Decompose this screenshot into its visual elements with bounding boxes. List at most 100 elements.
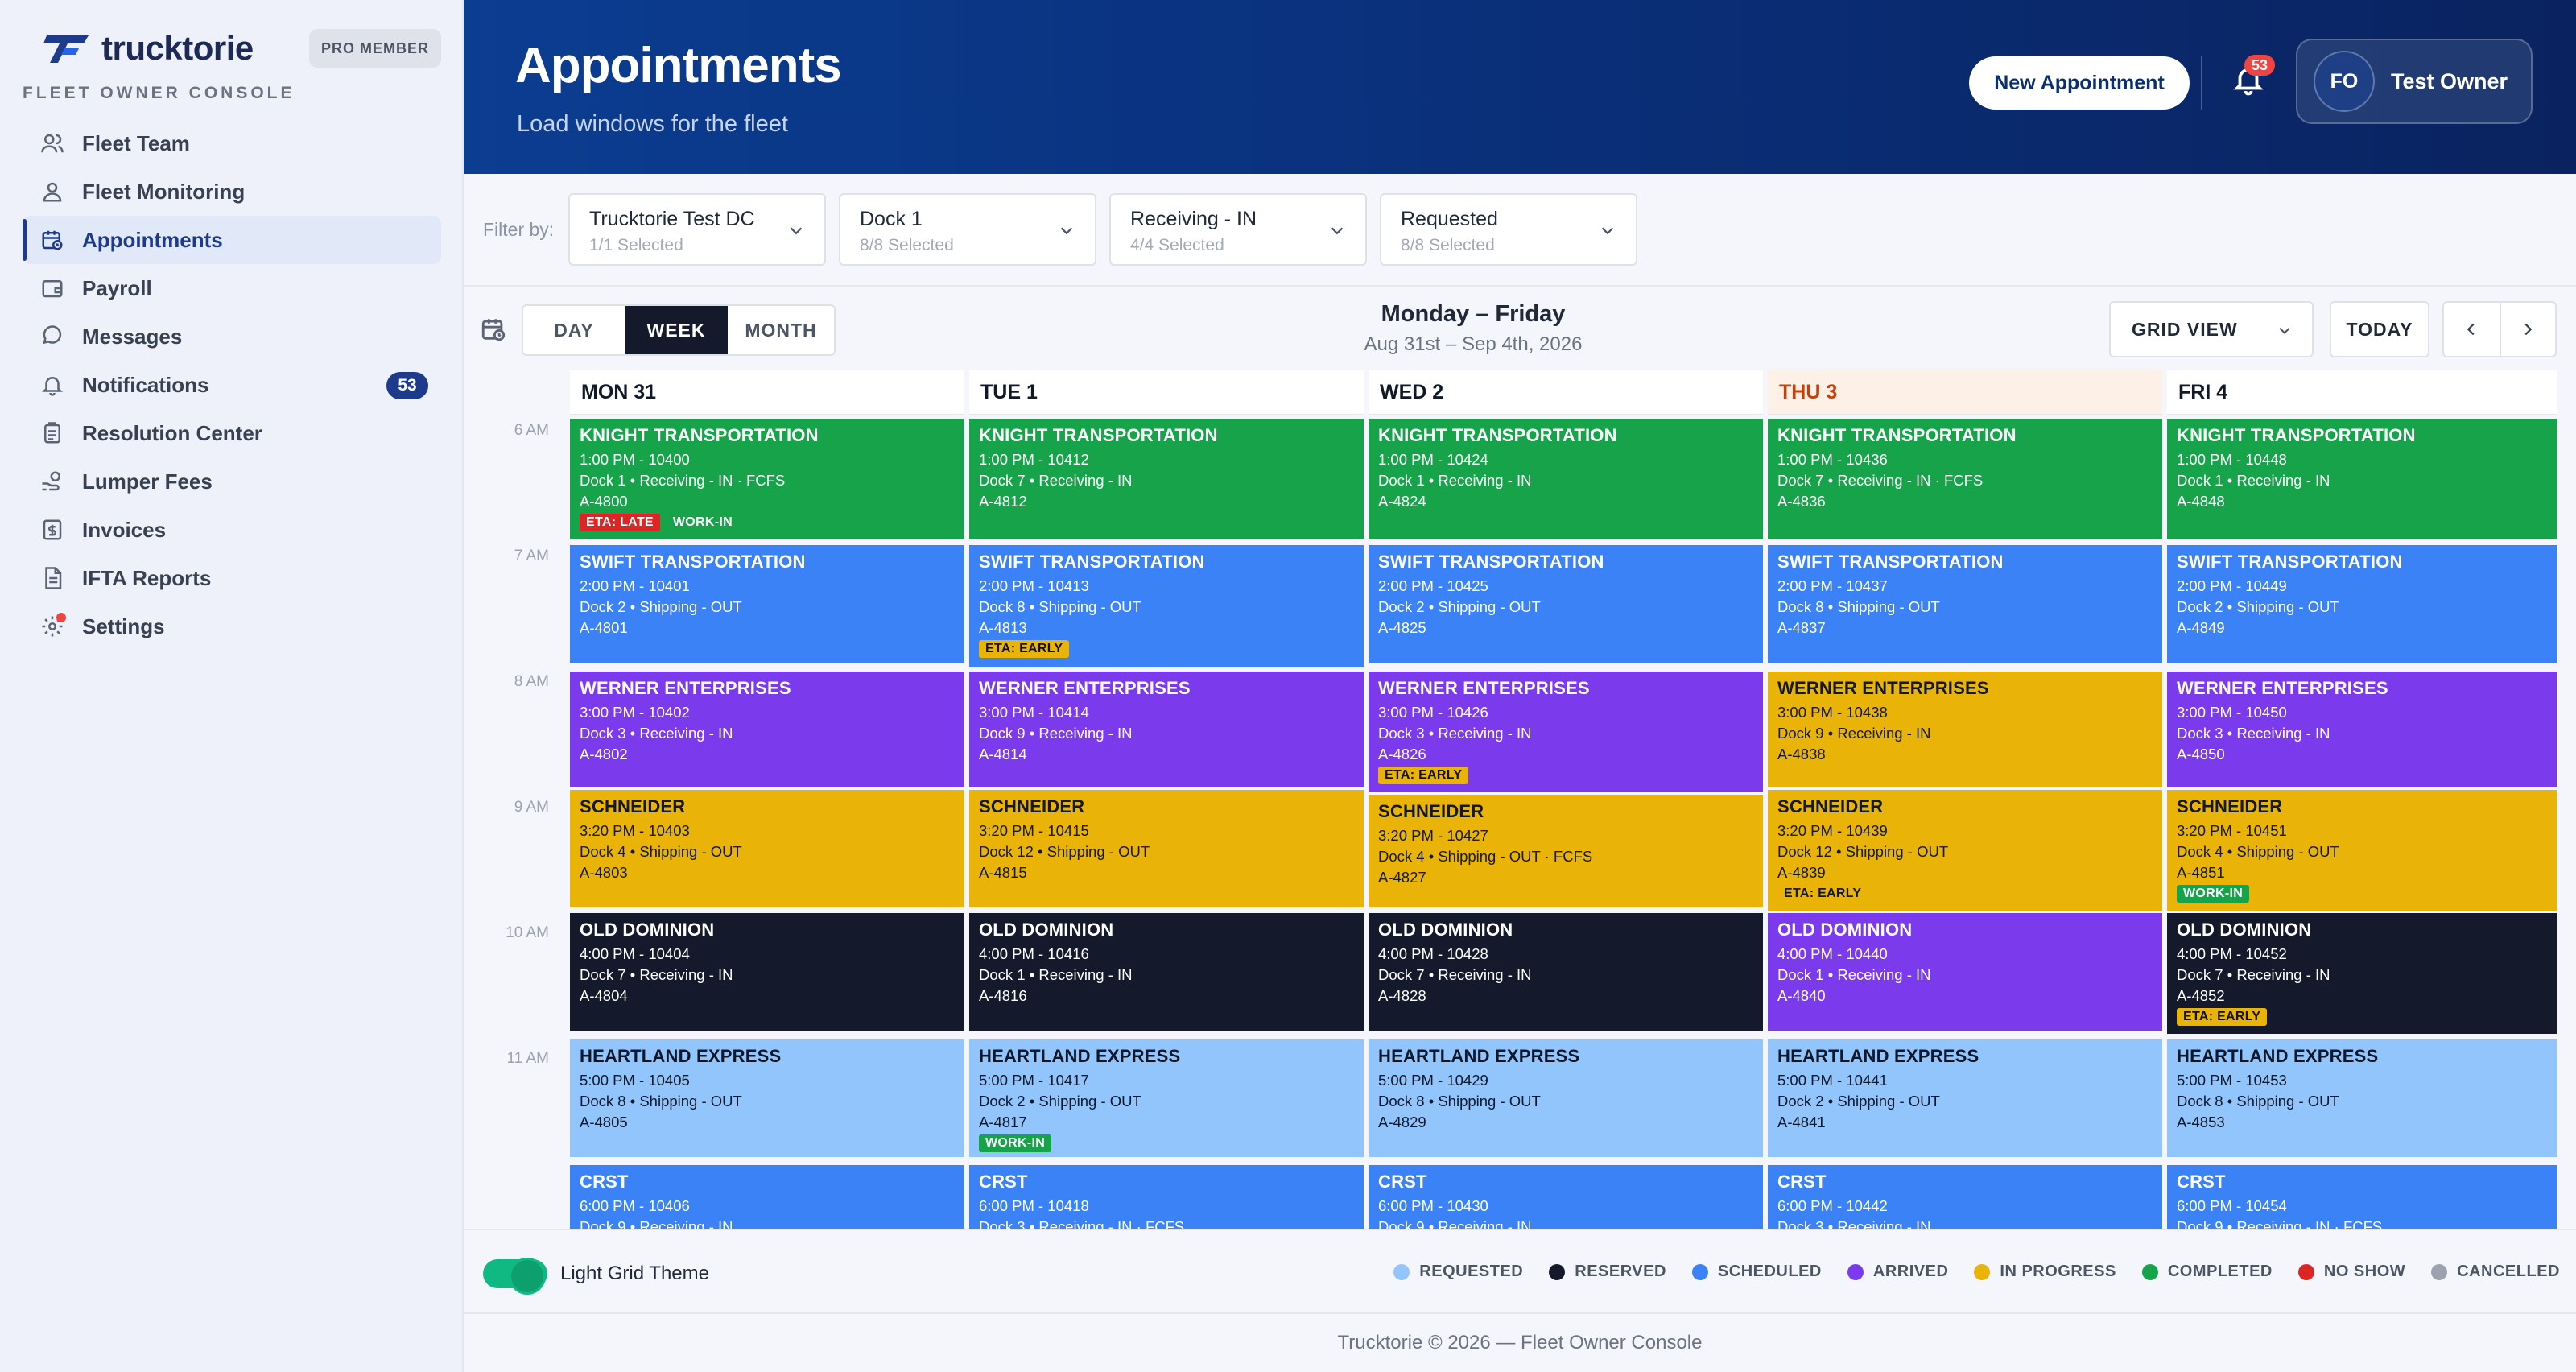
appointment-time: 4:00 PM - 10452 xyxy=(2177,945,2287,962)
appointment-card[interactable]: OLD DOMINION 4:00 PM - 10452 Dock 7 • Rece… xyxy=(2167,913,2557,1034)
appointment-detail: Dock 7 • Receiving - IN xyxy=(1378,966,1532,983)
appointment-time: 5:00 PM - 10417 xyxy=(979,1072,1089,1089)
view-switcher: DAY WEEK MONTH xyxy=(522,304,836,356)
appointment-carrier: SWIFT TRANSPORTATION xyxy=(1777,552,2004,572)
appointment-card[interactable]: SCHNEIDER 3:20 PM - 10439 Dock 12 • Shippi… xyxy=(1768,790,2162,911)
appointment-card[interactable]: SCHNEIDER 3:20 PM - 10403 Dock 4 • Shippin… xyxy=(570,790,964,907)
appointment-card[interactable]: CRST 6:00 PM - 10430 Dock 9 • Receiving - … xyxy=(1368,1165,1763,1229)
appointment-card[interactable]: HEARTLAND EXPRESS 5:00 PM - 10441 Dock 2 •… xyxy=(1768,1039,2162,1157)
appointment-card[interactable]: SWIFT TRANSPORTATION 2:00 PM - 10425 Dock … xyxy=(1368,545,1763,663)
appointment-card[interactable]: SWIFT TRANSPORTATION 2:00 PM - 10437 Dock … xyxy=(1768,545,2162,663)
view-month-button[interactable]: MONTH xyxy=(745,319,817,341)
appointment-card[interactable]: WERNER ENTERPRISES 3:00 PM - 10426 Dock 3 … xyxy=(1368,672,1763,792)
gear-icon xyxy=(39,613,66,640)
appointment-carrier: WERNER ENTERPRISES xyxy=(580,678,791,698)
appointment-card[interactable]: WERNER ENTERPRISES 3:00 PM - 10450 Dock 3 … xyxy=(2167,672,2557,787)
legend-label: REQUESTED xyxy=(1419,1262,1524,1280)
filter-value: Dock 1 xyxy=(860,208,923,230)
calendar-clock-icon[interactable] xyxy=(480,316,512,348)
sidebar-item-label: Appointments xyxy=(82,227,223,252)
appointment-time: 1:00 PM - 10400 xyxy=(580,451,690,468)
appointment-card[interactable]: OLD DOMINION 4:00 PM - 10440 Dock 1 • Rece… xyxy=(1768,913,2162,1031)
appointment-card[interactable]: SCHNEIDER 3:20 PM - 10451 Dock 4 • Shippin… xyxy=(2167,790,2557,911)
appointment-card[interactable]: WERNER ENTERPRISES 3:00 PM - 10438 Dock 9 … xyxy=(1768,672,2162,787)
filter-load-type[interactable]: Receiving - IN 4/4 Selected xyxy=(1109,193,1367,266)
appointment-card[interactable]: SWIFT TRANSPORTATION 2:00 PM - 10449 Dock … xyxy=(2167,545,2557,663)
today-button[interactable]: TODAY xyxy=(2330,301,2429,357)
appointment-card[interactable]: HEARTLAND EXPRESS 5:00 PM - 10417 Dock 2 •… xyxy=(969,1039,1364,1157)
sidebar-item-payroll[interactable]: Payroll xyxy=(23,264,441,312)
sidebar-item-notifications[interactable]: Notifications 53 xyxy=(23,361,441,409)
wallet-icon xyxy=(39,275,66,302)
view-day-button[interactable]: DAY xyxy=(554,319,594,341)
appointment-id: A-4839 xyxy=(1777,864,1826,881)
sidebar-item-label: Notifications xyxy=(82,372,209,397)
appointment-carrier: KNIGHT TRANSPORTATION xyxy=(979,425,1218,445)
appointment-card[interactable]: KNIGHT TRANSPORTATION 1:00 PM - 10400 Dock… xyxy=(570,419,964,539)
filter-status[interactable]: Requested 8/8 Selected xyxy=(1380,193,1637,266)
sidebar-item-fleet-team[interactable]: Fleet Team xyxy=(23,119,441,167)
page-header: Appointments Load windows for the fleet … xyxy=(464,0,2576,174)
view-week-button[interactable]: WEEK xyxy=(625,306,728,354)
new-appointment-button[interactable]: New Appointment xyxy=(1969,56,2190,110)
appointment-badge: WORK-IN xyxy=(2177,885,2250,903)
appointment-carrier: SCHNEIDER xyxy=(1777,796,1884,816)
sidebar-item-ifta-reports[interactable]: IFTA Reports xyxy=(23,554,441,602)
appointment-card[interactable]: CRST 6:00 PM - 10418 Dock 3 • Receiving - … xyxy=(969,1165,1364,1229)
appointment-detail: Dock 9 • Receiving - IN xyxy=(1777,725,1931,742)
sidebar-item-lumper-fees[interactable]: Lumper Fees xyxy=(23,457,441,506)
appointment-card[interactable]: KNIGHT TRANSPORTATION 1:00 PM - 10412 Dock… xyxy=(969,419,1364,539)
page-subtitle: Load windows for the fleet xyxy=(517,111,788,137)
day-header: WED 2 xyxy=(1368,370,1763,415)
next-period-button[interactable] xyxy=(2499,303,2555,356)
user-menu[interactable]: FO Test Owner xyxy=(2296,39,2533,124)
sidebar-item-invoices[interactable]: Invoices xyxy=(23,506,441,554)
sidebar-item-settings[interactable]: Settings xyxy=(23,602,441,651)
time-label: 7 AM xyxy=(514,548,549,564)
period-navigation xyxy=(2442,301,2557,357)
appointment-card[interactable]: CRST 6:00 PM - 10406 Dock 9 • Receiving - … xyxy=(570,1165,964,1229)
appointment-card[interactable]: SWIFT TRANSPORTATION 2:00 PM - 10413 Dock … xyxy=(969,545,1364,667)
appointment-card[interactable]: OLD DOMINION 4:00 PM - 10428 Dock 7 • Rece… xyxy=(1368,913,1763,1031)
appointment-card[interactable]: KNIGHT TRANSPORTATION 1:00 PM - 10436 Dock… xyxy=(1768,419,2162,539)
appointment-detail: Dock 8 • Shipping - OUT xyxy=(1777,598,1940,615)
appointment-id: A-4853 xyxy=(2177,1114,2225,1130)
appointment-card[interactable]: CRST 6:00 PM - 10454 Dock 9 • Receiving - … xyxy=(2167,1165,2557,1229)
sidebar-item-appointments[interactable]: Appointments xyxy=(23,216,441,264)
appointment-card[interactable]: SCHNEIDER 3:20 PM - 10415 Dock 12 • Shippi… xyxy=(969,790,1364,907)
filter-dock[interactable]: Dock 1 8/8 Selected xyxy=(839,193,1096,266)
sidebar-item-resolution-center[interactable]: Resolution Center xyxy=(23,409,441,457)
time-label: 10 AM xyxy=(506,924,549,941)
grid-view-select[interactable]: GRID VIEW xyxy=(2109,301,2314,357)
sidebar-item-messages[interactable]: Messages xyxy=(23,312,441,361)
appointment-card[interactable]: KNIGHT TRANSPORTATION 1:00 PM - 10424 Dock… xyxy=(1368,419,1763,539)
appointment-card[interactable]: KNIGHT TRANSPORTATION 1:00 PM - 10448 Dock… xyxy=(2167,419,2557,539)
appointment-time: 2:00 PM - 10413 xyxy=(979,577,1089,594)
appointment-carrier: SWIFT TRANSPORTATION xyxy=(580,552,806,572)
appointment-card[interactable]: HEARTLAND EXPRESS 5:00 PM - 10453 Dock 8 •… xyxy=(2167,1039,2557,1157)
filter-facility[interactable]: Trucktorie Test DC 1/1 Selected xyxy=(568,193,826,266)
previous-period-button[interactable] xyxy=(2444,303,2500,356)
appointment-card[interactable]: OLD DOMINION 4:00 PM - 10416 Dock 1 • Rece… xyxy=(969,913,1364,1031)
light-grid-theme-toggle[interactable] xyxy=(483,1258,547,1295)
time-label: 6 AM xyxy=(514,422,549,439)
appointment-card[interactable]: CRST 6:00 PM - 10442 Dock 3 • Receiving - … xyxy=(1768,1165,2162,1229)
appointment-id: A-4824 xyxy=(1378,493,1426,510)
appointment-card[interactable]: WERNER ENTERPRISES 3:00 PM - 10414 Dock 9 … xyxy=(969,672,1364,787)
appointment-card[interactable]: SWIFT TRANSPORTATION 2:00 PM - 10401 Dock … xyxy=(570,545,964,663)
appointment-id: A-4815 xyxy=(979,864,1027,881)
appointment-card[interactable]: HEARTLAND EXPRESS 5:00 PM - 10429 Dock 8 •… xyxy=(1368,1039,1763,1157)
appointment-id: A-4814 xyxy=(979,746,1027,762)
appointment-card[interactable]: HEARTLAND EXPRESS 5:00 PM - 10405 Dock 8 •… xyxy=(570,1039,964,1157)
grid-view-select-value: GRID VIEW xyxy=(2132,318,2238,340)
appointment-card[interactable]: OLD DOMINION 4:00 PM - 10404 Dock 7 • Rece… xyxy=(570,913,964,1031)
appointment-card[interactable]: WERNER ENTERPRISES 3:00 PM - 10402 Dock 3 … xyxy=(570,672,964,787)
appointment-card[interactable]: SCHNEIDER 3:20 PM - 10427 Dock 4 • Shippin… xyxy=(1368,795,1763,907)
appointment-detail: Dock 4 • Shipping - OUT · FCFS xyxy=(1378,848,1593,865)
appointment-id: A-4803 xyxy=(580,864,628,881)
appointment-time: 6:00 PM - 10430 xyxy=(1378,1197,1488,1214)
sidebar-item-fleet-monitoring[interactable]: Fleet Monitoring xyxy=(23,167,441,216)
notifications-count-badge: 53 xyxy=(386,372,428,399)
time-label: 9 AM xyxy=(514,799,549,816)
brand[interactable]: trucktorie xyxy=(43,29,254,68)
